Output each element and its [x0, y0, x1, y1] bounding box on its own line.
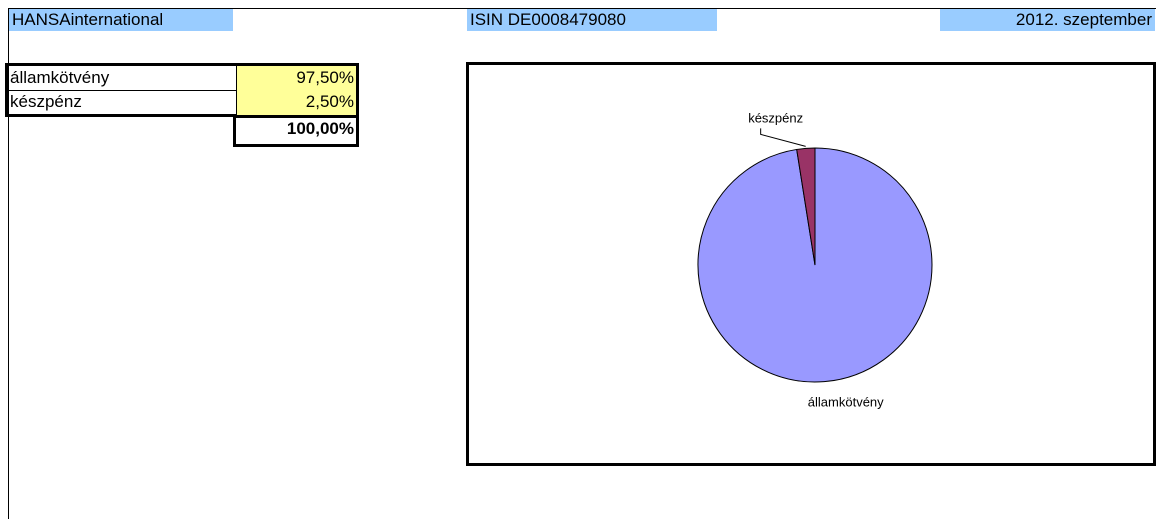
total: 100,00% [233, 115, 359, 147]
table: államkötvény 97,50% készpénz 2,50% [5, 63, 359, 117]
row-label: államkötvény [8, 66, 236, 91]
row-value: 97,50% [236, 66, 356, 91]
slice-label: államkötvény [808, 395, 884, 410]
fund-name: HANSAinternational [9, 9, 233, 31]
date: 2012. szeptember [940, 9, 1155, 31]
isin: ISIN DE0008479080 [467, 9, 717, 31]
pie-slice [796, 147, 816, 266]
chart: államkötvény készpénz [466, 62, 1156, 466]
row-value: 2,50% [236, 90, 356, 115]
slice-label: készpénz [748, 110, 803, 125]
left-border [8, 8, 9, 519]
top-border [8, 8, 1156, 9]
leader-line [760, 128, 806, 147]
row-label: készpénz [10, 92, 82, 111]
